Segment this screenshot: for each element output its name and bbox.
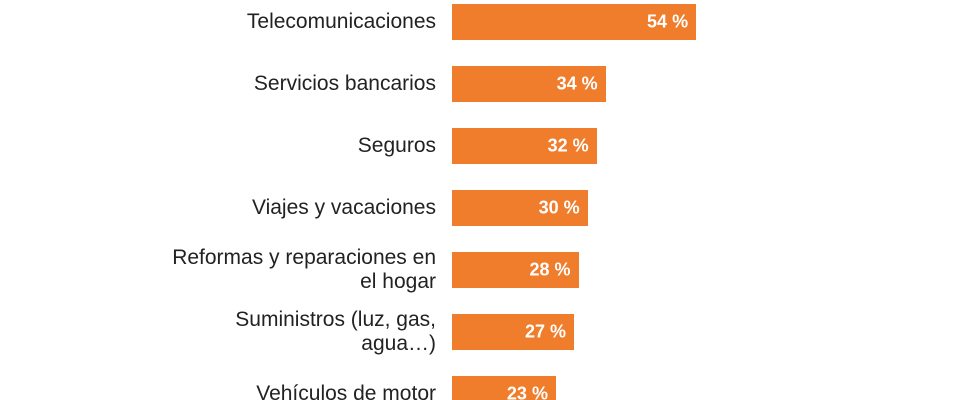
bar [452,314,575,350]
value-label: 28 % [529,259,571,280]
bar [452,66,606,102]
bar [452,252,579,288]
category-label: Seguros [357,134,436,157]
category-label: Vehículos de motor [256,382,436,400]
value-label: 27 % [525,321,567,342]
bar [452,376,556,400]
category-label: Servicios bancarios [253,72,436,95]
value-label: 30 % [538,197,580,218]
category-label: Telecomunicaciones [246,10,436,33]
value-label: 23 % [506,383,548,400]
category-label: Suministros (luz, gas, agua…) [235,308,436,355]
value-label: 32 % [547,135,589,156]
value-label: 34 % [556,73,598,94]
category-label: Reformas y reparaciones en el hogar [172,246,436,293]
value-label: 54 % [647,11,689,32]
bar [452,4,697,40]
category-label: Viajes y vacaciones [251,196,436,219]
bar [452,128,597,164]
bar [452,190,588,226]
